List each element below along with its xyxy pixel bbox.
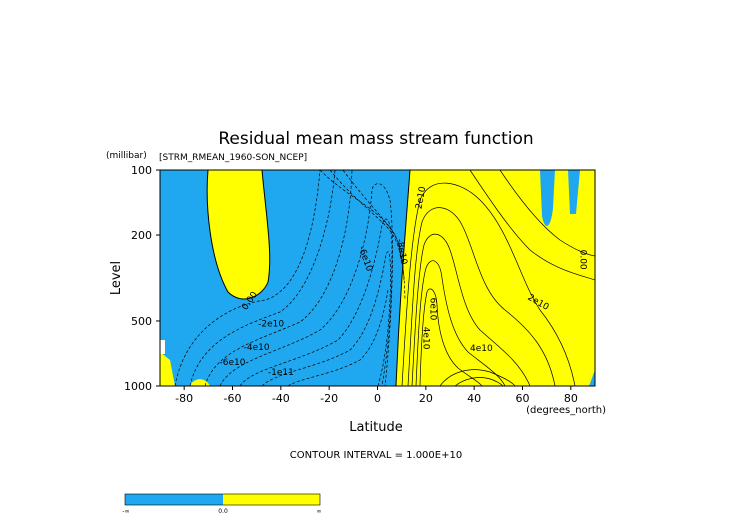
y-tick-label: 500 — [131, 315, 152, 328]
pos-contour-6 — [469, 170, 595, 281]
x-axis-title: Latitude — [349, 420, 403, 435]
x-tick-label: 40 — [467, 392, 481, 405]
neg-contour-8 — [319, 170, 405, 263]
pos-contour-5 — [419, 288, 483, 386]
neg-contour-6 — [261, 251, 391, 386]
x-tick-label: -80 — [175, 392, 193, 405]
x-tick-label: -20 — [320, 392, 338, 405]
neg-contour-5 — [239, 218, 393, 386]
positive-contours — [401, 170, 595, 386]
zero-contour-south — [206, 170, 271, 300]
colorbar-label-min: -∞ — [122, 508, 129, 515]
y-units-label: (millibar) — [106, 151, 147, 161]
pos-contour-3 — [411, 234, 531, 386]
y-tick-label: 200 — [131, 229, 152, 242]
y-axis-title: Level — [109, 261, 124, 295]
zero-contour-equator — [395, 170, 411, 386]
neg-contour-7 — [287, 289, 389, 386]
y-axis: 100 200 500 1000 — [124, 164, 160, 393]
pos-contour-2 — [407, 207, 556, 386]
chart-subtitle: [STRM_RMEAN_1960-SON_NCEP] — [159, 153, 307, 163]
colorbar: -∞ 0.0 ∞ — [122, 493, 322, 515]
contour-label: 0.00 — [578, 250, 588, 270]
negative-region-north-top — [540, 170, 555, 226]
contour-lines — [174, 170, 595, 386]
neg-contour-4 — [219, 183, 393, 386]
neg-contour-3 — [204, 170, 353, 386]
neg-contour-9 — [329, 170, 405, 281]
contour-label: -8e10 — [394, 238, 408, 266]
contour-label: 4e10 — [470, 344, 493, 354]
x-tick-label: 20 — [419, 392, 433, 405]
colorbar-negative-swatch — [125, 494, 223, 505]
x-tick-label: 0 — [374, 392, 381, 405]
x-tick-label: -60 — [224, 392, 242, 405]
y-tick-label: 100 — [131, 164, 152, 177]
positive-region-south-surface — [190, 379, 210, 386]
colorbar-label-zero: 0.0 — [218, 508, 228, 515]
contour-label: -6e10 — [220, 358, 246, 368]
y-tick-label: 1000 — [124, 380, 152, 393]
neg-contour-10 — [342, 170, 406, 301]
negative-region-north-top-2 — [568, 170, 580, 214]
neg-contour-2 — [189, 170, 336, 386]
pos-contour-7 — [499, 170, 595, 257]
pos-contour-4 — [415, 260, 506, 386]
filled-contours — [160, 170, 595, 386]
pos-contour-1 — [401, 182, 576, 386]
x-tick-label: -40 — [272, 392, 290, 405]
chart-title: Residual mean mass stream function — [218, 129, 533, 149]
x-units-label: (degrees_north) — [526, 405, 606, 416]
colorbar-frame — [124, 493, 321, 506]
negative-region-north-surface — [589, 370, 595, 386]
pos-contour-9 — [454, 377, 504, 386]
x-tick-label: 80 — [564, 392, 578, 405]
contour-label: -2e10 — [258, 319, 284, 329]
contour-interval-text: CONTOUR INTERVAL = 1.000E+10 — [290, 450, 462, 461]
missing-data-patch — [160, 340, 165, 354]
contour-label: -1e11 — [268, 368, 294, 378]
positive-region-south-edge — [160, 352, 175, 386]
contour-label: 6e10 — [428, 298, 438, 321]
contour-label: 4e10 — [420, 327, 430, 350]
negative-region-main — [160, 170, 410, 386]
colorbar-positive-swatch — [223, 494, 320, 505]
x-axis: -80 -60 -40 -20 0 20 40 60 80 — [175, 386, 578, 405]
colorbar-label-max: ∞ — [317, 508, 322, 515]
pos-contour-8 — [439, 369, 516, 386]
negative-contours — [174, 170, 406, 386]
contour-label: -4e10 — [244, 343, 270, 353]
x-tick-label: 60 — [516, 392, 530, 405]
contour-label: 2e10 — [415, 185, 429, 209]
